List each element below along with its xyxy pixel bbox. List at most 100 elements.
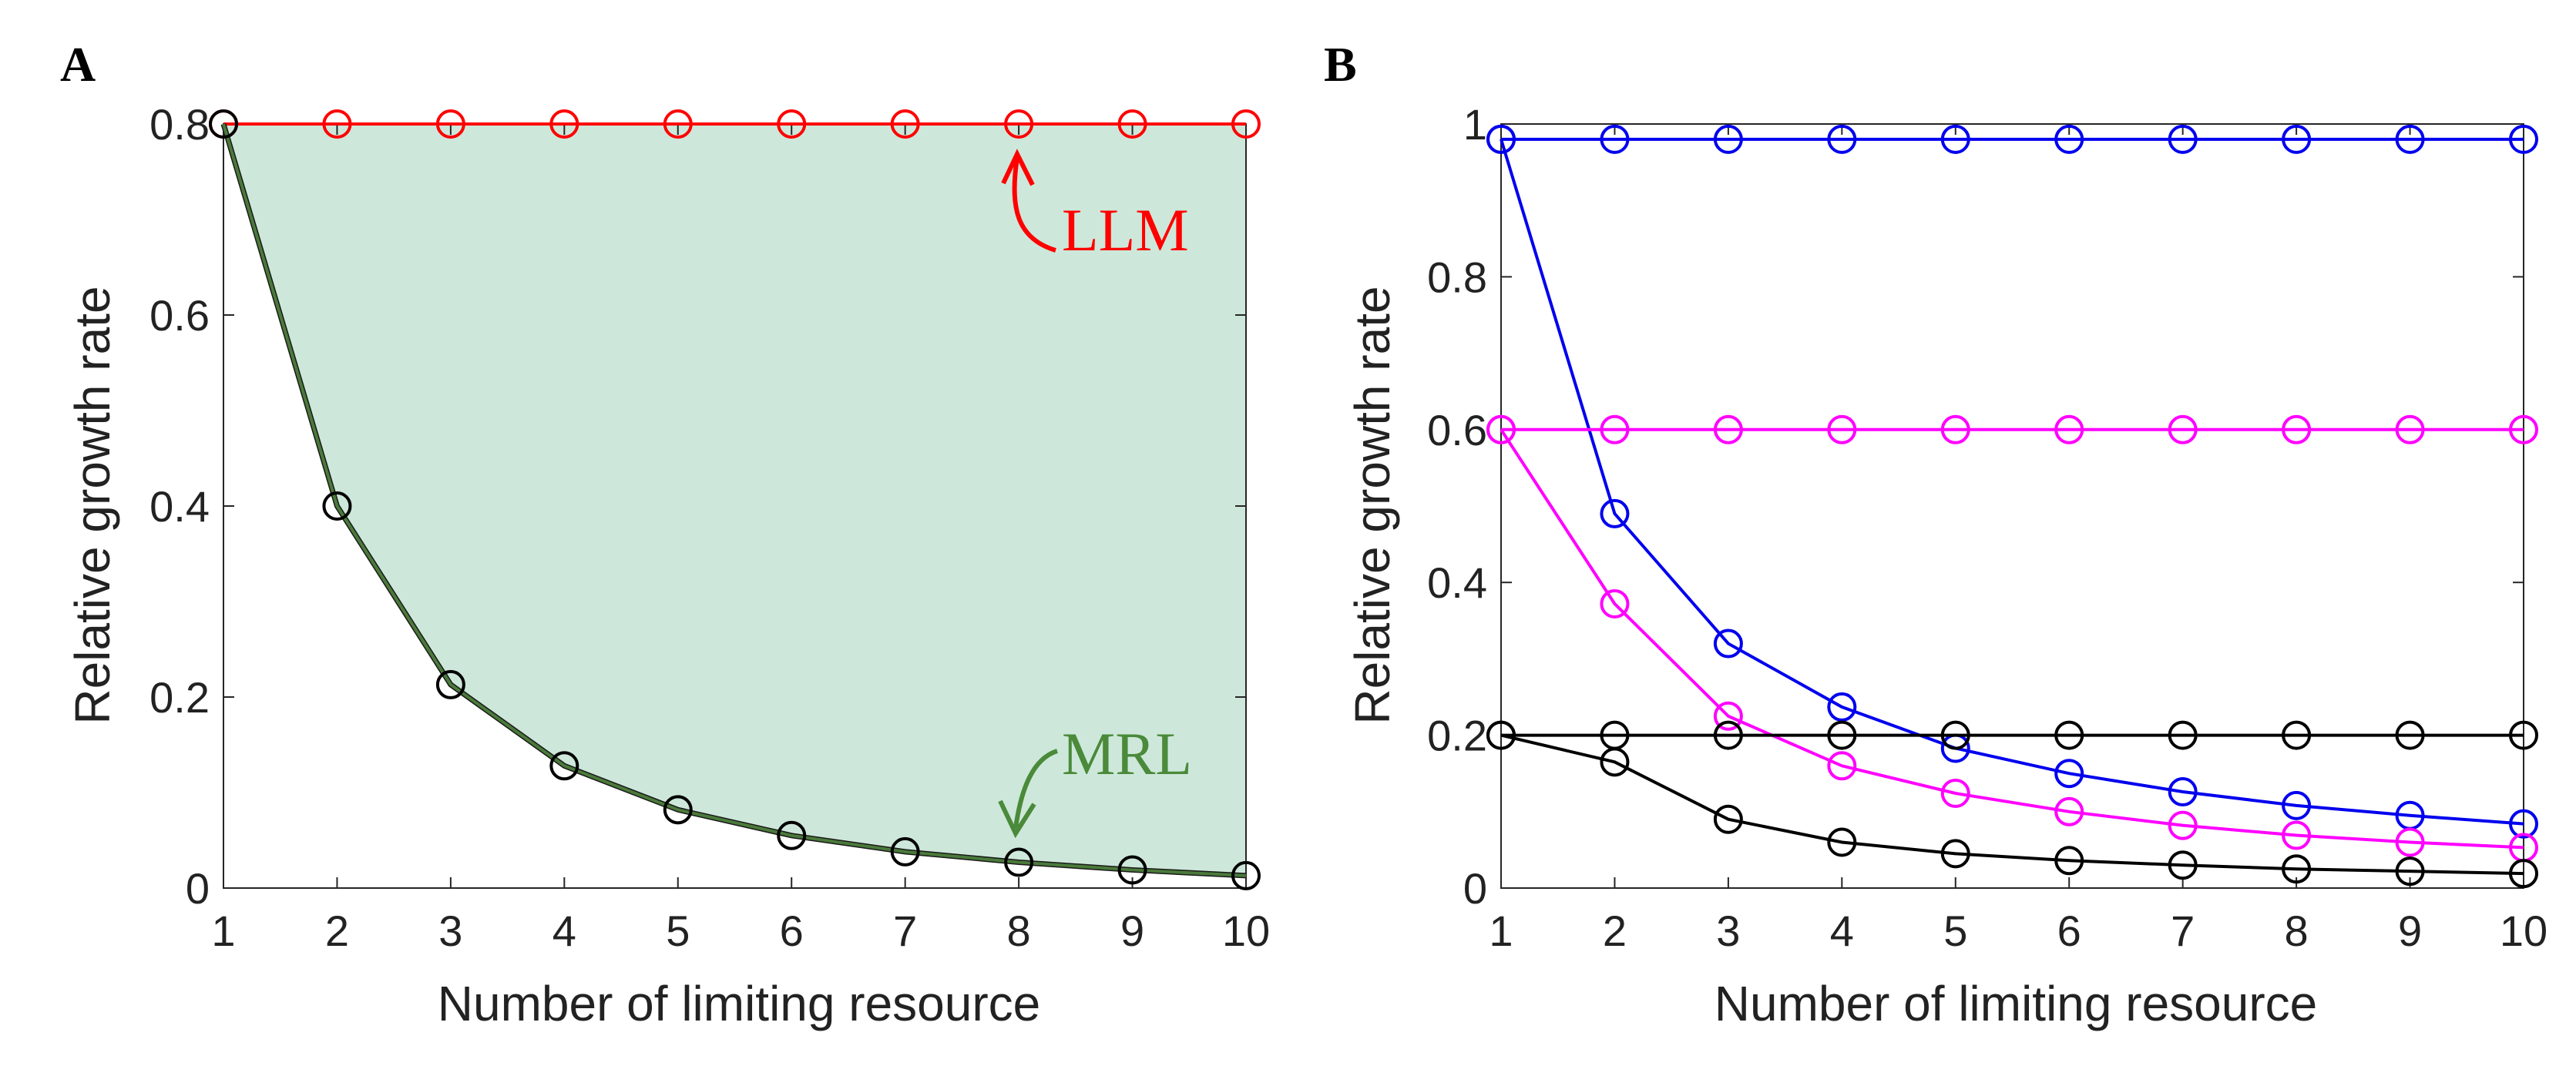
data-point bbox=[1713, 701, 1743, 731]
data-point bbox=[1713, 414, 1743, 444]
series-mrl bbox=[209, 109, 1261, 890]
data-point bbox=[2054, 124, 2084, 154]
data-point bbox=[435, 109, 465, 139]
data-point bbox=[1004, 109, 1034, 139]
data-point bbox=[1940, 778, 1970, 808]
series-blue-mrl bbox=[1486, 124, 2538, 839]
y-tick-label: 0.6 bbox=[1427, 406, 1487, 454]
data-point bbox=[1940, 720, 1970, 750]
x-tick-label: 8 bbox=[1007, 907, 1031, 955]
x-tick-label: 5 bbox=[1943, 907, 1967, 955]
data-point bbox=[2509, 720, 2538, 750]
x-tick-label: 6 bbox=[780, 907, 804, 955]
x-tick-label: 10 bbox=[1222, 907, 1270, 955]
data-point bbox=[777, 109, 807, 139]
series-black-mrl bbox=[1486, 720, 2538, 889]
data-point bbox=[2282, 854, 2312, 884]
data-point bbox=[2054, 796, 2084, 826]
panel-a-series bbox=[209, 109, 1261, 890]
mrl-annotation-label: MRL bbox=[1062, 720, 1192, 787]
x-tick-label: 3 bbox=[1716, 907, 1740, 955]
data-point bbox=[2168, 124, 2198, 154]
data-point bbox=[1940, 839, 1970, 869]
data-point bbox=[2395, 827, 2425, 857]
y-tick-label: 1 bbox=[1463, 100, 1487, 149]
panel-a-label: A bbox=[60, 37, 96, 92]
y-tick-label: 0.2 bbox=[149, 673, 210, 722]
x-tick-label: 7 bbox=[2171, 907, 2195, 955]
y-tick-label: 0.8 bbox=[149, 100, 210, 149]
x-tick-label: 3 bbox=[438, 907, 462, 955]
data-point bbox=[2395, 720, 2425, 750]
series-line bbox=[1500, 139, 2524, 826]
data-point bbox=[1827, 692, 1857, 722]
data-point bbox=[2395, 856, 2425, 887]
series-magenta-mrl bbox=[1486, 414, 2538, 863]
y-tick-label: 0.2 bbox=[1427, 712, 1487, 760]
x-tick-label: 5 bbox=[666, 907, 690, 955]
panel-b-tick-labels: 1 2 3 4 5 6 7 8 9 10 0 0.2 0.4 0.6 0.8 1 bbox=[1427, 100, 2547, 955]
data-point bbox=[2509, 809, 2538, 839]
data-point bbox=[1600, 747, 1630, 777]
llm-annotation-arrowhead bbox=[1001, 149, 1035, 186]
data-point bbox=[1600, 498, 1630, 528]
data-point bbox=[2282, 720, 2312, 750]
data-point bbox=[663, 795, 693, 825]
data-point bbox=[1940, 414, 1970, 444]
data-point bbox=[322, 491, 352, 521]
series-line bbox=[1500, 428, 2524, 850]
panel-b-series bbox=[1486, 124, 2538, 889]
data-point bbox=[777, 820, 807, 850]
axes-box bbox=[1500, 123, 2524, 889]
series-line bbox=[1500, 733, 2524, 876]
data-point bbox=[2168, 810, 2198, 840]
x-tick-label: 9 bbox=[2398, 907, 2422, 955]
x-tick-label: 2 bbox=[325, 907, 349, 955]
data-point bbox=[2282, 820, 2312, 850]
x-tick-label: 10 bbox=[2500, 907, 2547, 955]
data-point bbox=[1713, 804, 1743, 834]
mrl-annotation-arrowhead bbox=[998, 799, 1036, 839]
data-point bbox=[2168, 720, 2198, 750]
data-point bbox=[1117, 109, 1147, 139]
data-point bbox=[2509, 859, 2538, 889]
data-point bbox=[1486, 414, 1516, 444]
data-point bbox=[549, 109, 579, 139]
llm-annotation-label: LLM bbox=[1062, 196, 1189, 263]
data-point bbox=[890, 836, 920, 866]
panel-b-axes bbox=[1500, 123, 2524, 889]
x-tick-label: 8 bbox=[2285, 907, 2309, 955]
panel-a-tick-labels: 1 2 3 4 5 6 7 8 9 10 0 0.2 0.4 0.6 0.8 bbox=[149, 100, 1270, 955]
data-point bbox=[549, 751, 579, 781]
series-line bbox=[222, 123, 1247, 877]
data-point bbox=[2168, 850, 2198, 880]
data-point bbox=[1231, 109, 1261, 139]
panel-a-y-axis-label: Relative growth rate bbox=[65, 286, 120, 724]
data-point bbox=[1827, 414, 1857, 444]
data-point bbox=[1004, 847, 1034, 877]
data-point bbox=[1231, 860, 1261, 890]
x-tick-label: 2 bbox=[1603, 907, 1627, 955]
data-point bbox=[1117, 855, 1147, 885]
series-blue-llm bbox=[1486, 124, 2538, 154]
data-point bbox=[1827, 827, 1857, 857]
data-point bbox=[1600, 414, 1630, 444]
data-point bbox=[209, 109, 238, 139]
data-point bbox=[1713, 124, 1743, 154]
data-point bbox=[322, 109, 352, 139]
panel-a-shaded-region bbox=[223, 124, 1246, 876]
data-point bbox=[2168, 777, 2198, 807]
data-point bbox=[2054, 846, 2084, 876]
panel-a-x-axis-label: Number of limiting resource bbox=[438, 976, 1041, 1031]
data-point bbox=[1486, 124, 1516, 154]
y-tick-label: 0 bbox=[186, 864, 210, 913]
data-point bbox=[2054, 414, 2084, 444]
y-tick-label: 0.8 bbox=[1427, 253, 1487, 301]
data-point bbox=[1713, 720, 1743, 750]
data-point bbox=[2395, 414, 2425, 444]
series-llm bbox=[209, 109, 1261, 139]
x-tick-label: 6 bbox=[2057, 907, 2081, 955]
mrl-annotation-arrow bbox=[1013, 749, 1059, 829]
